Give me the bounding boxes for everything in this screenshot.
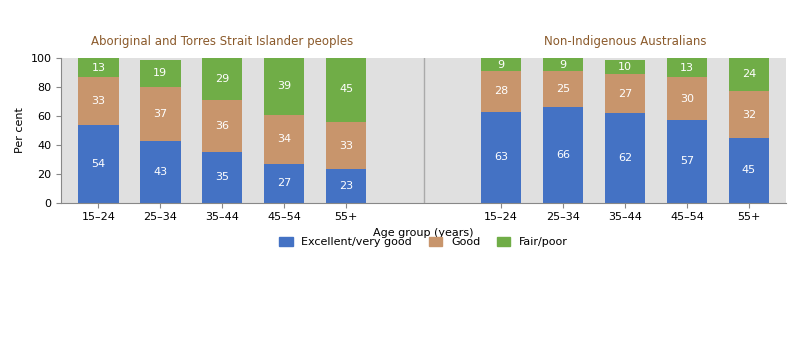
Bar [202, 100, 243, 152]
Bar [481, 112, 521, 203]
Text: 33: 33 [91, 96, 106, 106]
Text: 29: 29 [215, 74, 229, 84]
Bar [78, 77, 119, 125]
Text: 23: 23 [339, 181, 353, 191]
Bar [78, 125, 119, 203]
Text: 45: 45 [742, 165, 756, 175]
Bar [202, 58, 243, 100]
Bar [605, 113, 645, 203]
Bar [264, 164, 304, 203]
Bar [729, 91, 769, 138]
Bar [481, 58, 521, 71]
Text: 66: 66 [556, 150, 570, 160]
Y-axis label: Per cent: Per cent [15, 108, 25, 153]
Bar [543, 58, 583, 71]
Bar [202, 152, 243, 203]
Text: 28: 28 [494, 87, 508, 96]
Text: Aboriginal and Torres Strait Islander peoples: Aboriginal and Torres Strait Islander pe… [91, 35, 353, 48]
Bar [140, 60, 180, 87]
Bar [481, 71, 521, 112]
Bar [666, 120, 707, 203]
Text: 27: 27 [618, 89, 632, 99]
Text: 35: 35 [215, 172, 229, 182]
Bar [666, 77, 707, 120]
Text: 37: 37 [153, 109, 167, 119]
Legend: Excellent/very good, Good, Fair/poor: Excellent/very good, Good, Fair/poor [275, 232, 573, 252]
Bar [729, 57, 769, 91]
Text: 19: 19 [153, 69, 167, 78]
Text: 39: 39 [277, 82, 292, 91]
Text: 10: 10 [618, 62, 632, 72]
Text: 54: 54 [91, 158, 106, 169]
X-axis label: Age group (years): Age group (years) [373, 228, 474, 238]
Text: 36: 36 [215, 121, 229, 131]
Text: 34: 34 [277, 134, 292, 144]
Bar [78, 58, 119, 77]
Text: 63: 63 [494, 152, 508, 162]
Text: Non-Indigenous Australians: Non-Indigenous Australians [544, 35, 706, 48]
Bar [326, 57, 366, 122]
Text: 13: 13 [680, 63, 694, 73]
Bar [729, 138, 769, 203]
Bar [666, 58, 707, 77]
Bar [326, 122, 366, 169]
Text: 57: 57 [680, 156, 694, 166]
Bar [605, 74, 645, 113]
Text: 9: 9 [497, 60, 505, 70]
Text: 33: 33 [339, 140, 353, 151]
Bar [605, 60, 645, 74]
Text: 25: 25 [556, 84, 570, 94]
Text: 30: 30 [680, 94, 694, 104]
Text: 45: 45 [339, 84, 353, 94]
Bar [326, 169, 366, 203]
Text: 62: 62 [618, 153, 632, 163]
Bar [264, 114, 304, 164]
Text: 9: 9 [559, 60, 566, 70]
Bar [140, 87, 180, 140]
Bar [140, 140, 180, 203]
Text: 24: 24 [742, 69, 756, 79]
Bar [264, 58, 304, 114]
Bar [543, 107, 583, 203]
Text: 43: 43 [153, 166, 167, 177]
Text: 32: 32 [742, 110, 756, 119]
Text: 27: 27 [277, 178, 292, 188]
Text: 13: 13 [91, 63, 106, 73]
Bar [543, 71, 583, 107]
